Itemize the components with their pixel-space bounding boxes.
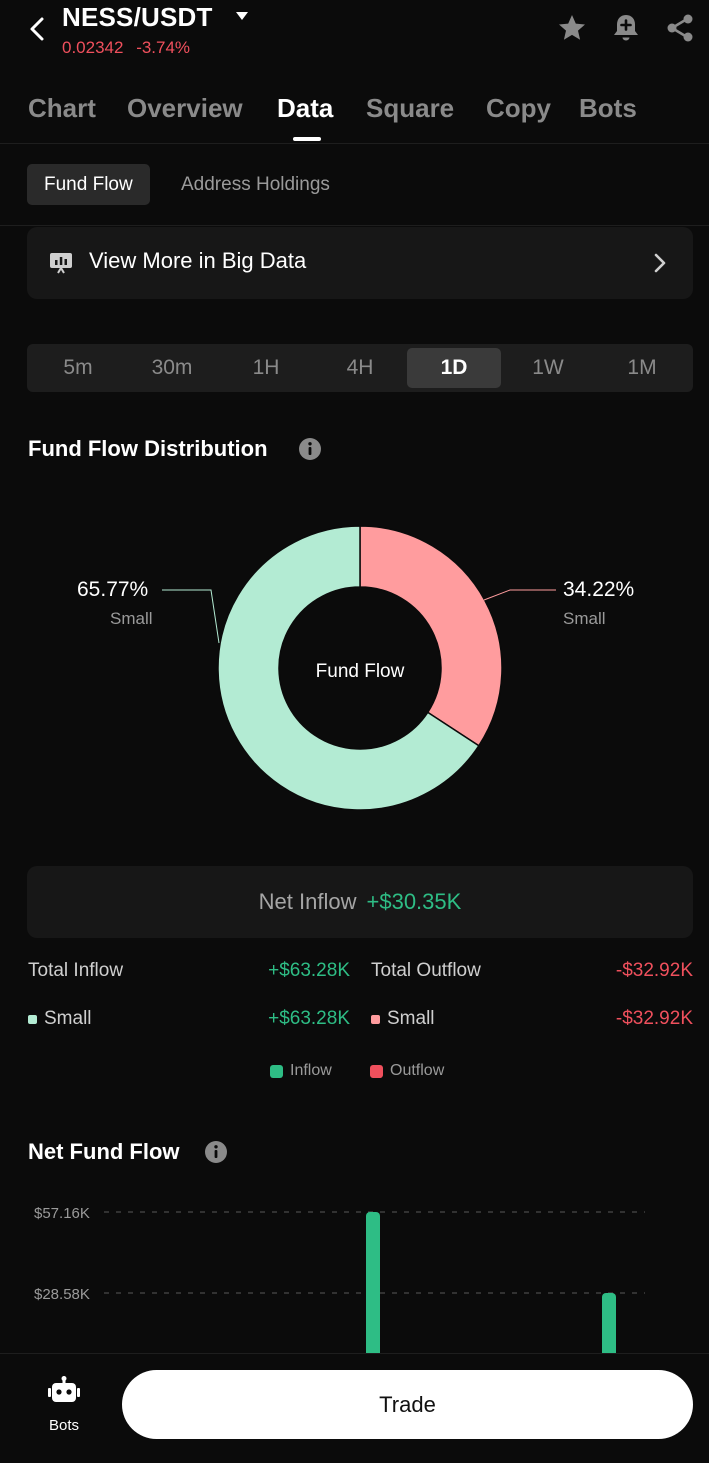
caret-down-icon[interactable] xyxy=(234,8,250,24)
price-value: 0.02342 xyxy=(62,38,124,57)
timeframe-1h[interactable]: 1H xyxy=(252,356,280,379)
outflow-percent: 34.22% xyxy=(563,578,635,601)
chevron-right-icon xyxy=(654,253,666,273)
small-inflow-label: Small xyxy=(44,1008,92,1029)
inflow-percent: 65.77% xyxy=(77,578,149,601)
legend-outflow-swatch xyxy=(370,1065,383,1078)
legend-outflow-label: Outflow xyxy=(390,1062,445,1079)
donut-slice-outflow xyxy=(359,525,503,747)
small-inflow-value: +$63.28K xyxy=(268,1008,350,1029)
tab-copy[interactable]: Copy xyxy=(486,93,551,123)
donut-slice-inflow xyxy=(217,525,480,811)
inflow-leader-line xyxy=(162,589,220,644)
total-inflow-value: +$63.28K xyxy=(268,960,350,981)
outflow-leader-line xyxy=(483,589,556,601)
timeframe-1w[interactable]: 1W xyxy=(532,356,564,379)
legend-inflow-swatch xyxy=(270,1065,283,1078)
inflow-category: Small xyxy=(110,609,153,628)
big-data-label: View More in Big Data xyxy=(89,248,307,273)
sub-tabs: Fund Flow Address Holdings xyxy=(0,164,709,226)
info-icon[interactable] xyxy=(298,437,322,461)
total-outflow-label: Total Outflow xyxy=(371,960,481,981)
distribution-title: Fund Flow Distribution xyxy=(28,436,268,461)
robot-icon[interactable] xyxy=(48,1376,80,1408)
small-outflow-value: -$32.92K xyxy=(615,1008,693,1029)
active-tab-indicator xyxy=(293,137,321,141)
back-arrow-icon[interactable] xyxy=(26,16,50,42)
bots-label[interactable]: Bots xyxy=(48,1417,79,1434)
view-more-big-data-button[interactable]: View More in Big Data xyxy=(27,227,693,299)
timeframe-selector: 5m 30m 1H 4H 1D 1W 1M xyxy=(27,344,693,392)
timeframe-30m[interactable]: 30m xyxy=(151,356,193,379)
tab-overview[interactable]: Overview xyxy=(127,93,243,123)
pair-title[interactable]: NESS/USDT xyxy=(62,2,213,32)
net-flow-bar xyxy=(366,1212,380,1355)
net-fund-flow-chart: $57.16K $28.58K xyxy=(34,1205,645,1355)
legend-inflow-label: Inflow xyxy=(290,1062,332,1079)
price-change: -3.74% xyxy=(136,38,191,57)
net-inflow-value: +$30.35K xyxy=(366,889,462,914)
fund-flow-donut-chart: Fund Flow xyxy=(162,525,556,811)
tab-bots[interactable]: Bots xyxy=(579,93,637,123)
timeframe-4h[interactable]: 4H xyxy=(346,356,374,379)
net-flow-bar xyxy=(602,1293,616,1355)
subtab-fund-flow[interactable]: Fund Flow xyxy=(27,164,150,205)
small-outflow-label: Small xyxy=(387,1008,435,1029)
tab-square[interactable]: Square xyxy=(366,93,455,123)
info-icon[interactable] xyxy=(204,1140,228,1164)
small-outflow-dot xyxy=(371,1015,380,1024)
total-inflow-label: Total Inflow xyxy=(28,960,124,981)
timeframe-1m[interactable]: 1M xyxy=(627,356,657,379)
star-icon[interactable] xyxy=(556,12,588,44)
total-outflow-value: -$32.92K xyxy=(615,960,693,981)
trade-button[interactable]: Trade xyxy=(122,1370,693,1439)
timeframe-5m[interactable]: 5m xyxy=(63,356,93,379)
y-tick-top: $57.16K xyxy=(34,1205,90,1222)
net-fund-flow-title: Net Fund Flow xyxy=(28,1139,180,1164)
main-tabs: Chart Overview Data Square Copy Bots xyxy=(0,86,709,144)
share-icon[interactable] xyxy=(664,12,696,44)
y-tick-mid: $28.58K xyxy=(34,1286,90,1303)
presentation-chart-icon xyxy=(50,253,72,274)
price-line: 0.02342 -3.74% xyxy=(62,38,190,58)
outflow-category: Small xyxy=(563,609,606,628)
timeframe-1d[interactable]: 1D xyxy=(407,348,501,388)
header: NESS/USDT 0.02342 -3.74% xyxy=(0,0,709,70)
net-inflow-box: Net Inflow +$30.35K xyxy=(27,866,693,938)
tab-data[interactable]: Data xyxy=(277,93,334,123)
alert-bell-add-icon[interactable] xyxy=(610,12,642,44)
donut-center-label: Fund Flow xyxy=(316,661,405,682)
tab-chart[interactable]: Chart xyxy=(28,93,96,123)
small-inflow-dot xyxy=(28,1015,37,1024)
subtab-address-holdings[interactable]: Address Holdings xyxy=(181,174,330,195)
net-inflow-label: Net Inflow xyxy=(258,889,357,914)
bottom-bar: Bots Trade xyxy=(0,1353,709,1463)
